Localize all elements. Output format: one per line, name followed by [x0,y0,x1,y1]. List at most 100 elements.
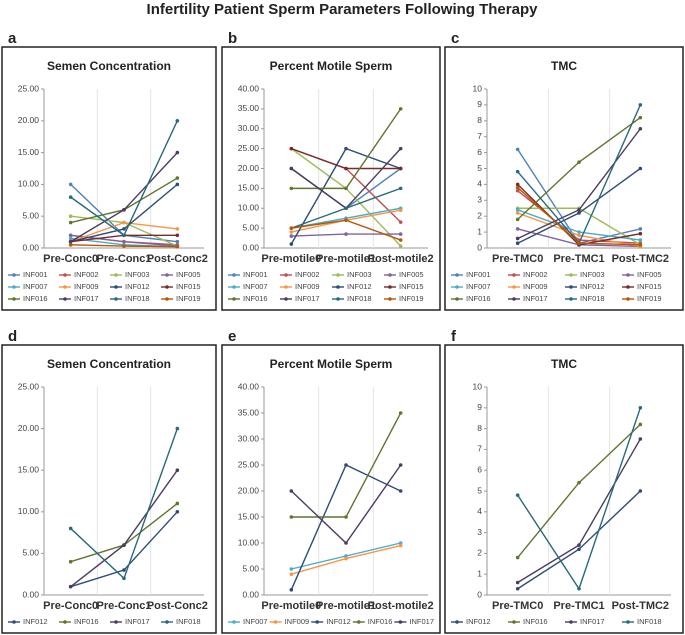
panel-title: TMC [551,59,577,73]
data-point [344,515,348,519]
legend-marker [12,273,16,277]
data-point [638,115,643,120]
legend-label: INF003 [347,270,372,279]
data-point [175,176,180,180]
data-point [638,243,643,247]
legend-label: INF018 [580,294,605,303]
y-tick-label: 1 [477,226,482,236]
x-tick-label: Pre-Conc1 [96,600,151,612]
panel-letter: d [8,328,17,345]
legend-label: INF017 [125,617,150,626]
y-tick-label: 10 [473,83,483,93]
y-tick-label: 1 [477,568,482,578]
x-tick-label: Pre-TMC1 [553,600,604,612]
data-point [175,239,180,244]
data-point [638,103,643,107]
y-tick-label: 0.00 [22,242,39,252]
data-point [344,166,348,171]
data-point [68,584,73,589]
data-point [68,526,73,531]
data-point [398,489,403,493]
panel-letter: c [451,30,459,47]
legend-label: INF016 [243,294,268,303]
legend-label: INF016 [23,294,48,303]
legend-marker [165,273,169,277]
legend-label: INF007 [243,282,268,291]
panel-title: TMC [551,357,577,371]
legend-label: INF018 [637,617,662,626]
y-tick-label: 30.00 [238,433,260,443]
data-point [577,160,581,164]
legend-marker [63,285,67,289]
legend-marker [569,273,573,277]
legend-marker [284,285,288,289]
legend-label: INF001 [23,270,48,279]
legend-marker [114,285,118,289]
legend-label: INF002 [523,270,548,279]
legend-label: INF015 [399,282,424,291]
y-tick-label: 5.00 [22,210,39,220]
data-point [638,422,643,427]
data-point [289,242,294,246]
y-tick-label: 4 [477,506,482,516]
y-tick-label: 15.00 [18,464,40,474]
data-point [638,227,643,231]
x-tick-label: Pre-Conc0 [43,600,98,612]
legend-label: INF005 [176,270,201,279]
data-point [344,541,348,545]
y-tick-label: 4 [477,179,482,189]
legend-label: INF019 [176,294,201,303]
y-tick-label: 9 [477,99,482,109]
data-point [289,230,294,234]
y-tick-label: 25.00 [18,381,40,391]
data-point [344,206,348,211]
legend-label: INF017 [74,294,99,303]
data-point [289,234,294,238]
data-point [68,559,73,564]
legend-label: INF005 [637,270,662,279]
legend-label: INF019 [637,294,662,303]
x-tick-label: Pre-motile1 [316,600,376,612]
y-tick-label: 0.00 [242,242,259,252]
legend-marker [455,620,459,624]
data-point [122,568,126,572]
y-tick-label: 0 [477,589,482,599]
legend-label: INF017 [523,294,548,303]
data-point [68,214,73,218]
y-tick-label: 20.00 [18,423,40,433]
x-tick-label: Pre-TMC0 [492,600,543,612]
legend-marker [512,297,516,301]
legend-marker [626,297,630,301]
y-tick-label: 10.00 [238,203,260,213]
y-tick-label: 0.00 [22,589,39,599]
y-tick-label: 10 [473,381,483,391]
data-point [638,231,643,236]
legend-marker [455,273,459,277]
data-point [577,586,581,591]
legend-label: INF012 [580,282,605,291]
x-tick-label: Post-Conc2 [147,600,208,612]
data-point [122,244,126,248]
data-point [289,226,294,230]
data-point [577,230,581,234]
legend-label: INF001 [243,270,268,279]
data-point [122,543,126,547]
panel-frame [221,46,441,311]
series-line [517,407,641,591]
data-point [398,107,403,111]
legend-label: INF002 [74,270,99,279]
legend-marker [388,273,392,277]
y-tick-label: 3 [477,195,482,205]
x-tick-label: Post-Conc2 [147,253,208,265]
legend-label: INF009 [523,282,548,291]
data-point [398,411,403,415]
legend-marker [232,620,236,624]
data-point [344,554,348,558]
series-line [517,490,641,590]
data-point [289,166,294,171]
y-tick-label: 0.00 [242,589,259,599]
data-point [398,208,403,213]
y-tick-label: 35.00 [238,407,260,417]
y-tick-label: 10.00 [238,537,260,547]
data-point [515,217,520,222]
